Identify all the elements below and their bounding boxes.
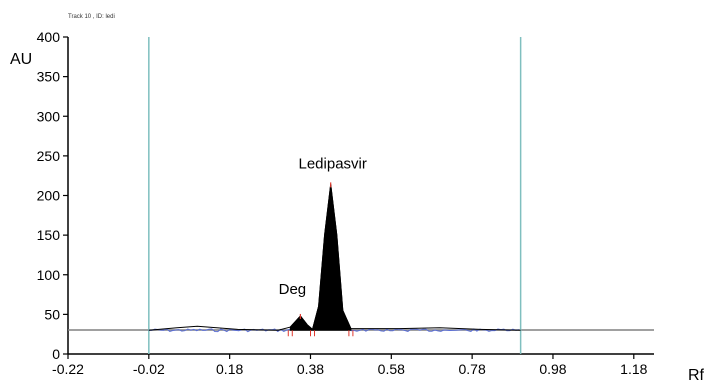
annotation-ledipasvir: Ledipasvir xyxy=(299,155,367,172)
baseline-noise-right xyxy=(350,328,520,332)
x-tick-label: 0.98 xyxy=(539,361,566,377)
y-tick-label: 150 xyxy=(37,227,61,243)
x-tick-label: 0.58 xyxy=(378,361,405,377)
y-tick-label: 100 xyxy=(37,267,61,283)
y-tick-label: 400 xyxy=(37,29,61,45)
baseline-noise-left xyxy=(148,328,290,333)
y-axis-label: AU xyxy=(10,51,32,68)
integration-mark xyxy=(310,330,316,337)
vertical-markers xyxy=(148,37,522,354)
x-tick-label: -0.22 xyxy=(52,361,84,377)
peak-marks xyxy=(287,182,354,337)
annotation-deg: Deg xyxy=(279,281,307,298)
y-ticks: 0 50 100 150 200 250 300 350 400 xyxy=(37,29,68,362)
x-tick-label: -0.02 xyxy=(133,361,165,377)
x-tick-label: 0.38 xyxy=(297,361,324,377)
integration-mark xyxy=(348,330,354,337)
x-ticks: -0.22 -0.02 0.18 0.38 0.58 0.78 0.98 1.18 xyxy=(52,354,648,377)
x-tick-label: 0.18 xyxy=(216,361,243,377)
integration-mark xyxy=(287,330,293,337)
track-label: Track 10 , ID: ledi xyxy=(68,14,115,20)
peak-area xyxy=(289,184,352,331)
y-tick-label: 350 xyxy=(37,69,61,85)
y-tick-label: 50 xyxy=(44,306,60,322)
x-tick-label: 0.78 xyxy=(459,361,486,377)
x-tick-label: 1.18 xyxy=(620,361,647,377)
y-tick-label: 250 xyxy=(37,148,61,164)
y-tick-label: 200 xyxy=(37,188,61,204)
chromatogram-trace xyxy=(148,184,521,331)
x-axis-label: Rf xyxy=(688,367,705,383)
y-tick-label: 0 xyxy=(52,346,60,362)
y-tick-label: 300 xyxy=(37,108,61,124)
